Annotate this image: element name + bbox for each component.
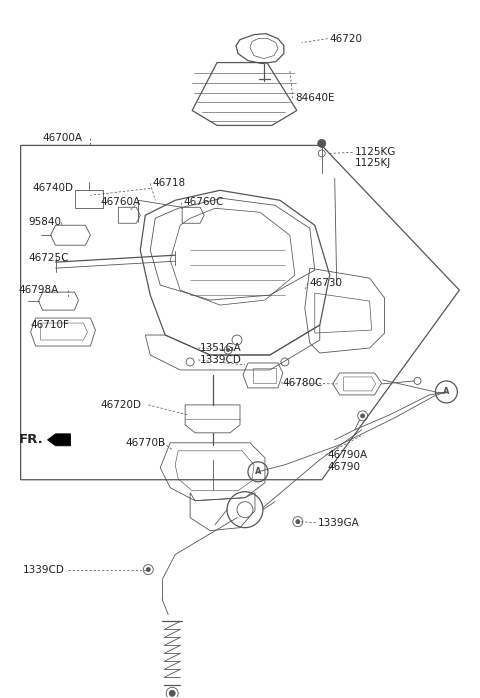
Text: 46760C: 46760C [183,198,224,207]
Text: 1339CD: 1339CD [200,355,242,365]
Text: 46730: 46730 [310,278,343,288]
Circle shape [169,690,175,697]
Text: 46725C: 46725C [29,253,69,263]
Text: 46798A: 46798A [19,285,59,295]
Text: 46718: 46718 [152,178,185,188]
Text: 46740D: 46740D [33,184,73,193]
Text: 46780C: 46780C [283,378,323,388]
Text: 46720D: 46720D [100,400,142,410]
Text: FR.: FR. [19,433,43,446]
Text: 46760A: 46760A [100,198,141,207]
Text: 46790A: 46790A [328,450,368,460]
Text: 46710F: 46710F [31,320,70,330]
Circle shape [318,140,326,147]
Text: 46720: 46720 [330,34,363,43]
Text: 1339CD: 1339CD [23,565,64,574]
Text: 1125KG: 1125KG [355,147,396,157]
Circle shape [146,567,150,572]
Text: 46790: 46790 [328,462,361,472]
Text: 46770B: 46770B [125,438,166,448]
Text: 1351GA: 1351GA [200,343,242,353]
Text: 1339GA: 1339GA [318,518,360,528]
Polygon shape [48,434,71,446]
Circle shape [360,414,365,418]
Circle shape [227,348,229,352]
Text: 1125KJ: 1125KJ [355,158,391,168]
Text: A: A [255,467,261,476]
Text: 95840: 95840 [29,217,61,228]
Text: 46700A: 46700A [43,133,83,143]
Circle shape [296,519,300,524]
Text: A: A [443,387,450,396]
Text: 84640E: 84640E [295,94,335,103]
